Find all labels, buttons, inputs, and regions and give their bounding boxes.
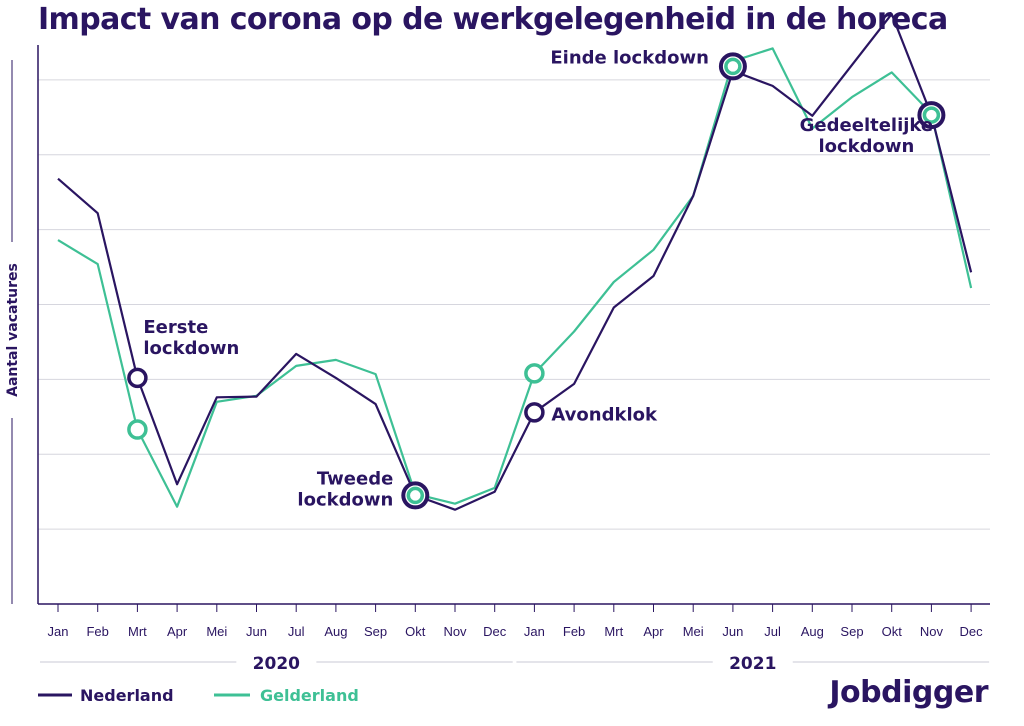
year-label: 2020 [253, 654, 300, 674]
x-tick-label: Jun [246, 624, 267, 639]
x-tick-label: Jul [288, 624, 305, 639]
x-tick-label: Apr [643, 624, 664, 639]
annotation-label: lockdown [818, 136, 914, 157]
series-lines [57, 12, 973, 511]
chart-title: Impact van corona op de werkgelegenheid … [38, 2, 948, 37]
x-tick-label: Aug [324, 624, 347, 639]
annotation-marker [524, 363, 545, 384]
x-tick-label: Feb [563, 624, 585, 639]
annotation-label: lockdown [143, 338, 239, 359]
x-tick-label: Feb [86, 624, 108, 639]
y-axis-label: Aantal vacatures [5, 263, 21, 397]
annotation-label: Eerste [143, 317, 208, 338]
x-tick-label: Sep [840, 624, 863, 639]
year-label: 2021 [729, 654, 776, 674]
annotation-marker [524, 402, 545, 423]
x-tick-label: Jul [764, 624, 781, 639]
annotation-label: Avondklok [551, 404, 658, 425]
annotation-marker [127, 367, 148, 389]
x-tick-label: Mrt [128, 624, 147, 639]
x-tick-label: Nov [920, 624, 944, 639]
x-tick-label: Okt [882, 624, 903, 639]
year-groups: 2020 2021 [40, 654, 990, 674]
x-tick-label: Aug [801, 624, 824, 639]
x-tick-label: Dec [483, 624, 507, 639]
x-axis-ticks: Jan Feb Mrt Apr Mei Jun Jul Aug Sep Okt Nov Dec Jan F… [48, 604, 984, 639]
x-tick-label: Jan [524, 624, 545, 639]
annotation-marker [127, 419, 148, 440]
x-tick-label: Okt [405, 624, 426, 639]
brand-logo: Jobdigger [827, 675, 989, 710]
x-tick-label: Mei [206, 624, 227, 639]
annotation-label: Tweede [317, 468, 393, 489]
x-tick-label: Jan [48, 624, 69, 639]
annotation-label: Einde lockdown [550, 47, 709, 68]
series-line-gelderland [57, 47, 973, 508]
annotations: EerstelockdownTweedelockdownAvondklokEin… [127, 47, 946, 510]
x-tick-label: Jun [722, 624, 743, 639]
legend: Nederland Gelderland [38, 686, 359, 705]
annotation-marker-inner [922, 106, 941, 124]
x-tick-label: Apr [167, 624, 188, 639]
annotation-label: Gedeeltelijke [800, 115, 933, 136]
series-line-nederland [57, 12, 973, 511]
legend-label-nederland: Nederland [80, 686, 174, 705]
x-tick-label: Sep [364, 624, 387, 639]
legend-label-gelderland: Gelderland [260, 686, 359, 705]
annotation-label: lockdown [297, 489, 393, 510]
x-tick-label: Mei [683, 624, 704, 639]
annotation-marker-inner [406, 486, 425, 505]
x-tick-label: Dec [960, 624, 984, 639]
x-tick-label: Mrt [604, 624, 623, 639]
x-tick-label: Nov [443, 624, 467, 639]
annotation-marker-inner [724, 57, 742, 76]
brand-wordmark: Jobdigger [827, 675, 988, 710]
